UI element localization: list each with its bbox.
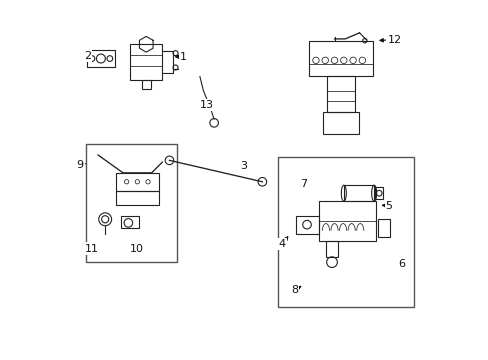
Text: 7: 7 xyxy=(299,179,306,189)
Bar xyxy=(308,41,372,76)
Text: 10: 10 xyxy=(129,244,143,253)
Text: 12: 12 xyxy=(386,35,401,45)
Bar xyxy=(116,173,159,191)
Bar xyxy=(278,157,413,307)
Text: 11: 11 xyxy=(84,244,99,253)
Text: 1: 1 xyxy=(180,52,187,62)
Text: 6: 6 xyxy=(397,259,405,269)
Bar xyxy=(116,191,159,205)
Bar xyxy=(86,50,115,67)
Bar xyxy=(323,112,358,134)
Text: 3: 3 xyxy=(240,161,246,171)
Bar xyxy=(343,185,373,202)
Bar xyxy=(326,76,354,112)
Bar xyxy=(325,241,338,257)
Bar xyxy=(121,216,139,228)
Bar xyxy=(295,216,318,234)
Bar xyxy=(85,144,176,262)
Bar xyxy=(130,44,162,80)
Text: 13: 13 xyxy=(200,100,214,110)
Text: 5: 5 xyxy=(385,201,392,211)
Bar xyxy=(142,80,150,89)
Bar xyxy=(374,187,382,199)
Text: 9: 9 xyxy=(77,159,83,170)
Text: 4: 4 xyxy=(278,239,285,249)
Text: 2: 2 xyxy=(83,51,91,61)
Text: 8: 8 xyxy=(290,285,298,295)
Bar xyxy=(318,202,375,241)
Bar xyxy=(377,219,389,237)
